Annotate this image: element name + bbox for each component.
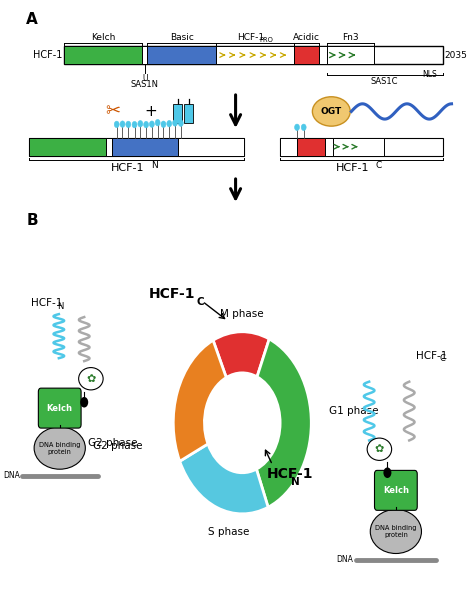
Text: HCF-1: HCF-1 <box>31 298 62 308</box>
FancyBboxPatch shape <box>374 470 417 511</box>
Bar <box>28 138 245 155</box>
Bar <box>28 138 107 155</box>
Circle shape <box>161 122 166 128</box>
Wedge shape <box>180 444 268 514</box>
Ellipse shape <box>79 368 103 390</box>
Circle shape <box>80 397 88 407</box>
Text: NLS: NLS <box>422 71 437 79</box>
Bar <box>184 104 193 123</box>
Bar <box>319 46 327 65</box>
Text: DNA binding
protein: DNA binding protein <box>39 442 81 455</box>
Text: +: + <box>145 104 157 119</box>
Text: N: N <box>57 302 64 311</box>
Text: ✂: ✂ <box>106 103 121 120</box>
Text: DNA binding
protein: DNA binding protein <box>375 525 417 538</box>
Circle shape <box>383 467 392 478</box>
Text: Kelch: Kelch <box>383 486 409 495</box>
Text: 2035: 2035 <box>445 50 468 59</box>
Bar <box>107 138 112 155</box>
Bar <box>297 138 325 155</box>
Circle shape <box>294 124 300 130</box>
Circle shape <box>114 122 119 127</box>
Circle shape <box>173 120 177 127</box>
Ellipse shape <box>312 97 350 126</box>
Bar <box>64 46 142 65</box>
Text: HCF-1: HCF-1 <box>33 50 62 60</box>
Bar <box>333 138 384 155</box>
Circle shape <box>138 120 143 126</box>
Circle shape <box>178 120 183 126</box>
Text: ✿: ✿ <box>86 374 96 384</box>
Ellipse shape <box>367 438 392 460</box>
Bar <box>64 46 443 65</box>
Text: HCF-1: HCF-1 <box>149 286 195 301</box>
Text: N: N <box>151 161 157 170</box>
Text: HCF-1: HCF-1 <box>111 163 145 173</box>
Text: DNA: DNA <box>337 555 354 564</box>
Bar <box>325 138 333 155</box>
Bar <box>112 138 178 155</box>
Text: OGT: OGT <box>321 107 342 116</box>
Circle shape <box>144 119 148 126</box>
Text: Acidic: Acidic <box>293 33 320 42</box>
Text: N: N <box>291 477 300 487</box>
Text: DNA: DNA <box>3 471 19 480</box>
Bar <box>142 46 147 65</box>
FancyBboxPatch shape <box>38 388 81 428</box>
Text: SAS1C: SAS1C <box>371 77 399 87</box>
Text: G2 phase: G2 phase <box>92 441 142 451</box>
Circle shape <box>126 120 131 127</box>
Bar <box>217 46 294 65</box>
Ellipse shape <box>34 427 85 469</box>
Text: PRO: PRO <box>260 37 273 43</box>
Text: G2 phase: G2 phase <box>88 438 137 448</box>
Bar <box>294 46 319 65</box>
Text: HCF-1: HCF-1 <box>336 163 369 173</box>
Text: S phase: S phase <box>208 527 250 537</box>
Text: M phase: M phase <box>220 309 264 319</box>
Circle shape <box>167 121 172 127</box>
Bar <box>327 46 374 65</box>
Text: C: C <box>440 355 446 364</box>
Circle shape <box>120 122 125 128</box>
Bar <box>280 138 443 155</box>
Wedge shape <box>173 340 226 461</box>
Bar <box>280 138 297 155</box>
Text: B: B <box>27 213 38 228</box>
Text: SAS1N: SAS1N <box>131 79 159 89</box>
Text: U: U <box>142 75 147 84</box>
Bar <box>178 138 245 155</box>
Text: C: C <box>375 161 382 170</box>
Text: HCF-1: HCF-1 <box>416 351 447 361</box>
Circle shape <box>301 124 306 130</box>
Wedge shape <box>213 331 269 378</box>
Text: Kelch: Kelch <box>47 404 73 413</box>
Text: G1 phase: G1 phase <box>329 406 379 416</box>
Ellipse shape <box>370 509 421 553</box>
Text: HCF-1: HCF-1 <box>267 467 313 481</box>
Circle shape <box>155 120 160 126</box>
Circle shape <box>132 120 137 127</box>
Wedge shape <box>256 339 311 507</box>
Text: C: C <box>197 296 204 307</box>
Text: A: A <box>27 12 38 27</box>
Bar <box>173 104 182 123</box>
Text: HCF-1: HCF-1 <box>237 33 264 42</box>
Text: Fn3: Fn3 <box>342 33 358 42</box>
Text: ✿: ✿ <box>375 444 384 454</box>
Text: Basic: Basic <box>170 33 194 42</box>
Text: Kelch: Kelch <box>91 33 115 42</box>
Bar <box>147 46 217 65</box>
Circle shape <box>149 121 155 127</box>
